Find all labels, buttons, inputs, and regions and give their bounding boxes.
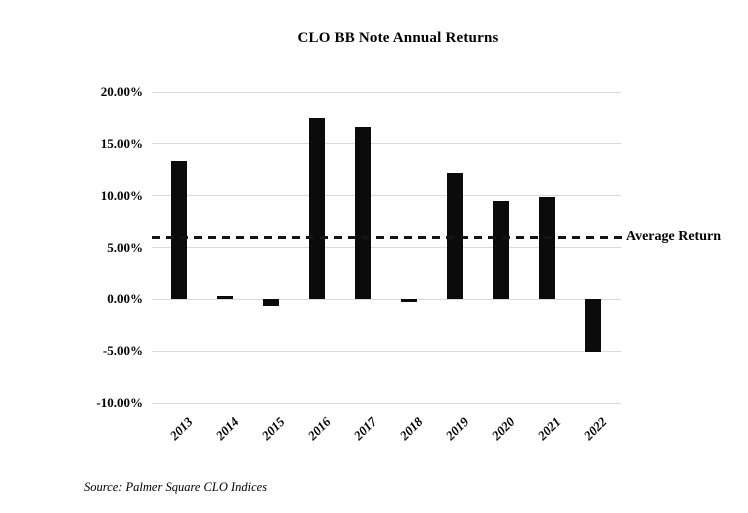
source-caption: Source: Palmer Square CLO Indices (84, 480, 268, 494)
x-axis-label-2015: 2015 (258, 414, 288, 443)
x-axis-label-2021: 2021 (534, 414, 564, 443)
x-axis-label-2018: 2018 (396, 414, 426, 443)
average-return-label: Average Return (626, 229, 721, 244)
x-axis-label-2016: 2016 (304, 414, 334, 443)
x-axis-label-2014: 2014 (212, 414, 242, 443)
bar-2020 (493, 200, 509, 300)
y-axis-tick-label: 0.00% (107, 291, 143, 307)
bar-2021 (539, 196, 555, 300)
gridline-5 (152, 247, 621, 248)
gridline-10 (152, 195, 621, 197)
gridline-15 (152, 143, 621, 145)
y-axis-tick-label: -10.00% (96, 395, 143, 410)
bar-2014 (217, 296, 233, 300)
y-axis-tick-label: 10.00% (100, 187, 143, 203)
gridline--10 (152, 402, 621, 404)
x-axis-label-2019: 2019 (442, 414, 472, 443)
gridline-20 (152, 91, 621, 93)
y-axis-tick-label: 15.00% (100, 135, 143, 151)
bar-2016 (309, 117, 325, 300)
gridline-0 (152, 298, 621, 300)
bar-2017 (355, 127, 371, 300)
y-axis-tick-label: 5.00% (107, 239, 143, 255)
y-axis-tick-label: 20.00% (100, 84, 143, 99)
bar-2018 (401, 299, 417, 303)
average-return-line (152, 235, 622, 239)
gridline--5 (152, 350, 621, 352)
x-axis-label-2017: 2017 (350, 414, 380, 443)
bar-2015 (263, 299, 279, 306)
chart-title: CLO BB Note Annual Returns (297, 30, 499, 46)
bar-2022 (585, 299, 601, 353)
x-axis-label-2022: 2022 (580, 414, 610, 443)
x-axis-label-2013: 2013 (166, 414, 196, 443)
y-axis-tick-label: -5.00% (102, 343, 143, 359)
x-axis-label-2020: 2020 (488, 414, 518, 443)
bar-2013 (171, 161, 187, 300)
